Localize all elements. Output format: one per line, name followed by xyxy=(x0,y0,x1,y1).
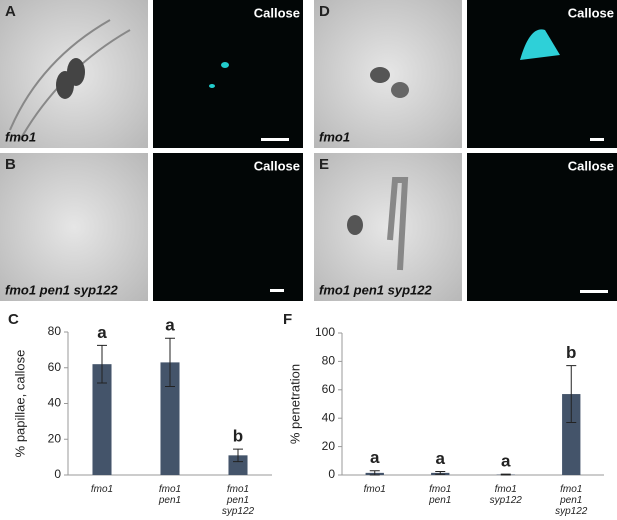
error-bar xyxy=(369,470,380,476)
panel-label: E xyxy=(319,156,329,173)
error-bar xyxy=(233,448,243,463)
caption: fmo1 pen1 syp122 xyxy=(5,282,118,297)
caption: fmo1 xyxy=(5,129,36,144)
x-tick-label: fmo1 pen1 syp122 xyxy=(555,484,588,517)
y-axis-label: % penetration xyxy=(287,364,302,444)
micrographs xyxy=(0,0,617,301)
panel-label: B xyxy=(5,156,16,173)
image xyxy=(314,153,462,301)
stain-label: Callose xyxy=(568,5,614,20)
bar xyxy=(92,364,112,475)
panel-label: F xyxy=(283,311,292,328)
x-tick-label: fmo1 xyxy=(364,484,386,495)
x-tick-label: fmo1 xyxy=(91,484,113,495)
error-bar xyxy=(500,473,511,476)
y-tick-label: 0 xyxy=(328,467,335,481)
y-tick-label: 60 xyxy=(48,360,62,374)
y-tick-label: 80 xyxy=(322,354,336,368)
image xyxy=(153,0,303,148)
panel-label: A xyxy=(5,3,16,20)
y-tick-label: 0 xyxy=(54,467,61,481)
significance-letter: a xyxy=(165,316,175,335)
x-tick-label: fmo1 pen1 syp122 xyxy=(222,484,255,517)
y-tick-label: 60 xyxy=(322,382,336,396)
error-bar xyxy=(97,344,107,384)
panel-label: C xyxy=(8,311,19,328)
error-bar xyxy=(435,470,446,475)
y-tick-label: 100 xyxy=(315,325,335,339)
y-tick-label: 40 xyxy=(322,410,336,424)
x-tick-label: fmo1 pen1 xyxy=(158,484,181,506)
y-tick-label: 20 xyxy=(48,431,62,445)
image xyxy=(0,153,148,301)
image xyxy=(467,153,617,301)
y-tick-label: 80 xyxy=(48,324,62,338)
stain-label: Callose xyxy=(568,158,614,173)
stain-label: Callose xyxy=(254,158,300,173)
y-tick-label: 40 xyxy=(48,396,62,410)
image xyxy=(153,153,303,301)
y-tick-label: 20 xyxy=(322,439,336,453)
x-tick-label: fmo1 pen1 xyxy=(428,484,451,506)
significance-letter: a xyxy=(370,448,380,467)
caption: fmo1 xyxy=(319,129,350,144)
significance-letter: a xyxy=(97,323,107,342)
stain-label: Callose xyxy=(254,5,300,20)
significance-letter: b xyxy=(566,343,576,362)
caption: fmo1 pen1 syp122 xyxy=(319,282,432,297)
panel-label: D xyxy=(319,3,330,20)
significance-letter: a xyxy=(501,452,511,471)
error-bar xyxy=(165,337,175,388)
y-axis-label: % papillae, callose xyxy=(12,350,27,458)
significance-letter: a xyxy=(436,449,446,468)
bar xyxy=(160,362,180,475)
significance-letter: b xyxy=(233,427,243,446)
image xyxy=(467,0,617,148)
x-tick-label: fmo1 syp122 xyxy=(490,484,523,506)
bar xyxy=(562,394,581,475)
error-bar xyxy=(566,365,577,423)
bar xyxy=(228,455,248,475)
